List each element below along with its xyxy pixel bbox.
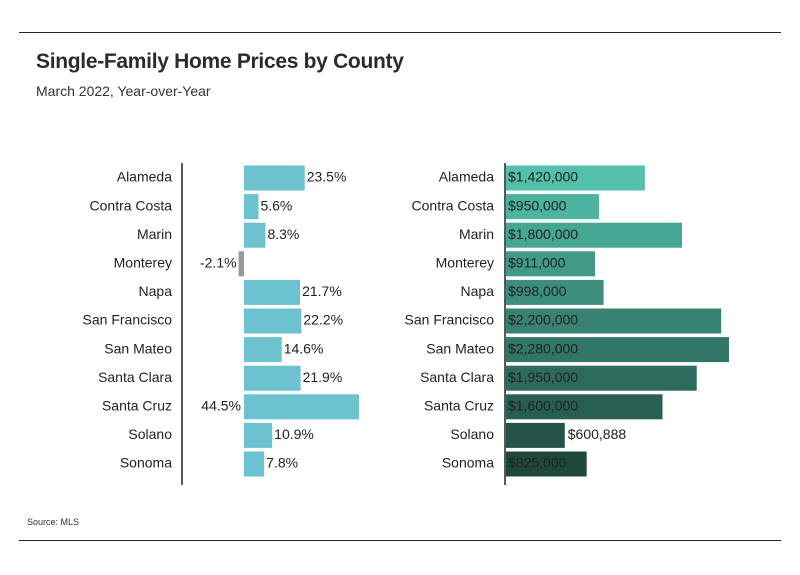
price-bar-sonoma	[506, 451, 587, 477]
pct-bar-sonoma	[244, 451, 265, 477]
price-category-label-sonoma: Sonoma	[442, 455, 494, 471]
price-label-santa-clara: $1,950,000	[508, 369, 578, 385]
category-label-santa-clara: Santa Clara	[98, 369, 172, 385]
price-category-label-monterey: Monterey	[436, 255, 494, 271]
category-label-santa-cruz: Santa Cruz	[102, 398, 172, 414]
pct-label-contra-costa: 5.6%	[260, 197, 292, 213]
category-label-alameda: Alameda	[117, 169, 172, 185]
pct-bar-napa	[244, 279, 301, 305]
pct-bar-alameda	[244, 165, 305, 191]
price-category-label-contra-costa: Contra Costa	[412, 197, 495, 213]
pct-bar-san-mateo	[244, 337, 282, 363]
pct-bar-monterey	[238, 251, 244, 277]
price-label-santa-cruz: $1,600,000	[508, 398, 578, 414]
pct-bar-santa-cruz	[244, 394, 359, 420]
price-bar-solano	[506, 422, 565, 448]
pct-bar-santa-clara	[244, 365, 301, 391]
price-label-napa: $998,000	[508, 283, 567, 299]
price-category-label-alameda: Alameda	[439, 169, 494, 185]
price-category-label-napa: Napa	[461, 283, 495, 299]
chart-title: Single-Family Home Prices by County	[36, 50, 404, 73]
pct-bar-marin	[244, 222, 266, 248]
category-label-contra-costa: Contra Costa	[90, 197, 173, 213]
price-label-marin: $1,800,000	[508, 226, 578, 242]
pct-bar-contra-costa	[244, 194, 259, 220]
category-label-marin: Marin	[137, 226, 172, 242]
price-label-san-mateo: $2,280,000	[508, 340, 578, 356]
price-category-label-marin: Marin	[459, 226, 494, 242]
pct-label-solano: 10.9%	[274, 426, 314, 442]
pct-label-santa-clara: 21.9%	[303, 369, 343, 385]
category-label-sonoma: Sonoma	[120, 455, 172, 471]
pct-label-monterey: -2.1%	[200, 255, 237, 271]
pct-bar-san-francisco	[244, 308, 302, 334]
pct-label-san-francisco: 22.2%	[303, 312, 343, 328]
price-bar-contra-costa	[506, 194, 599, 220]
price-label-solano: $600,888	[568, 426, 627, 442]
price-category-label-san-mateo: San Mateo	[426, 340, 494, 356]
price-bar-marin	[506, 222, 683, 248]
category-label-san-francisco: San Francisco	[83, 312, 173, 328]
price-category-label-solano: Solano	[450, 426, 494, 442]
price-bar-monterey	[506, 251, 596, 277]
price-label-contra-costa: $950,000	[508, 197, 567, 213]
price-label-sonoma: $825,000	[508, 455, 567, 471]
price-bar-santa-cruz	[506, 394, 663, 420]
pct-label-alameda: 23.5%	[307, 169, 347, 185]
price-bar-santa-clara	[506, 365, 697, 391]
price-category-label-santa-clara: Santa Clara	[420, 369, 494, 385]
pct-label-napa: 21.7%	[302, 283, 342, 299]
category-label-monterey: Monterey	[114, 255, 172, 271]
category-label-san-mateo: San Mateo	[104, 340, 172, 356]
top-rule	[19, 32, 781, 33]
pct-bar-solano	[244, 422, 273, 448]
source-note: Source: MLS	[27, 517, 80, 527]
category-label-solano: Solano	[128, 426, 172, 442]
category-label-napa: Napa	[139, 283, 173, 299]
price-bar-napa	[506, 279, 604, 305]
pct-label-marin: 8.3%	[267, 226, 299, 242]
pct-label-santa-cruz: 44.5%	[201, 398, 241, 414]
pct-label-sonoma: 7.8%	[266, 455, 298, 471]
price-bar-alameda	[506, 165, 645, 191]
price-label-alameda: $1,420,000	[508, 169, 578, 185]
chart-subtitle: March 2022, Year-over-Year	[36, 83, 211, 99]
pct-label-san-mateo: 14.6%	[284, 340, 324, 356]
price-category-label-santa-cruz: Santa Cruz	[424, 398, 494, 414]
price-label-monterey: $911,000	[508, 255, 566, 271]
bottom-rule	[19, 540, 781, 541]
price-bar-san-francisco	[506, 308, 722, 334]
price-label-san-francisco: $2,200,000	[508, 312, 578, 328]
price-bar-san-mateo	[506, 337, 729, 363]
price-category-label-san-francisco: San Francisco	[405, 312, 495, 328]
